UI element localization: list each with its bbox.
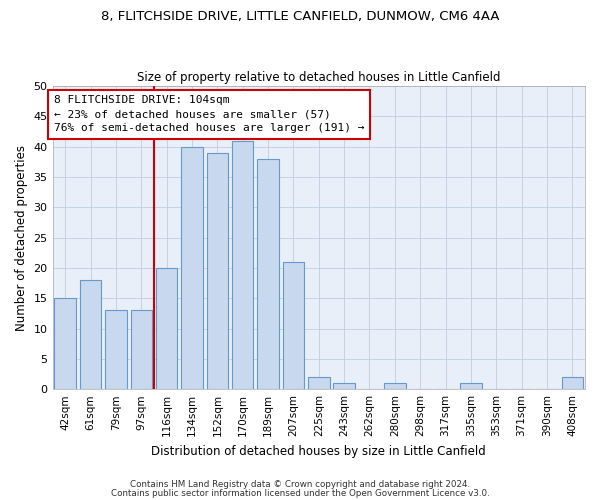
Text: Contains public sector information licensed under the Open Government Licence v3: Contains public sector information licen…: [110, 488, 490, 498]
Bar: [131, 310, 152, 389]
Text: 8, FLITCHSIDE DRIVE, LITTLE CANFIELD, DUNMOW, CM6 4AA: 8, FLITCHSIDE DRIVE, LITTLE CANFIELD, DU…: [101, 10, 499, 23]
Y-axis label: Number of detached properties: Number of detached properties: [15, 144, 28, 330]
Bar: [283, 262, 304, 389]
Bar: [308, 377, 329, 389]
Bar: [80, 280, 101, 389]
Bar: [206, 152, 228, 389]
Bar: [156, 268, 178, 389]
Text: 8 FLITCHSIDE DRIVE: 104sqm
← 23% of detached houses are smaller (57)
76% of semi: 8 FLITCHSIDE DRIVE: 104sqm ← 23% of deta…: [54, 95, 364, 133]
Bar: [232, 140, 253, 389]
Bar: [460, 383, 482, 389]
Bar: [55, 298, 76, 389]
Bar: [384, 383, 406, 389]
Bar: [257, 159, 279, 389]
Bar: [181, 146, 203, 389]
Text: Contains HM Land Registry data © Crown copyright and database right 2024.: Contains HM Land Registry data © Crown c…: [130, 480, 470, 489]
X-axis label: Distribution of detached houses by size in Little Canfield: Distribution of detached houses by size …: [151, 444, 486, 458]
Bar: [334, 383, 355, 389]
Bar: [562, 377, 583, 389]
Title: Size of property relative to detached houses in Little Canfield: Size of property relative to detached ho…: [137, 70, 500, 84]
Bar: [105, 310, 127, 389]
